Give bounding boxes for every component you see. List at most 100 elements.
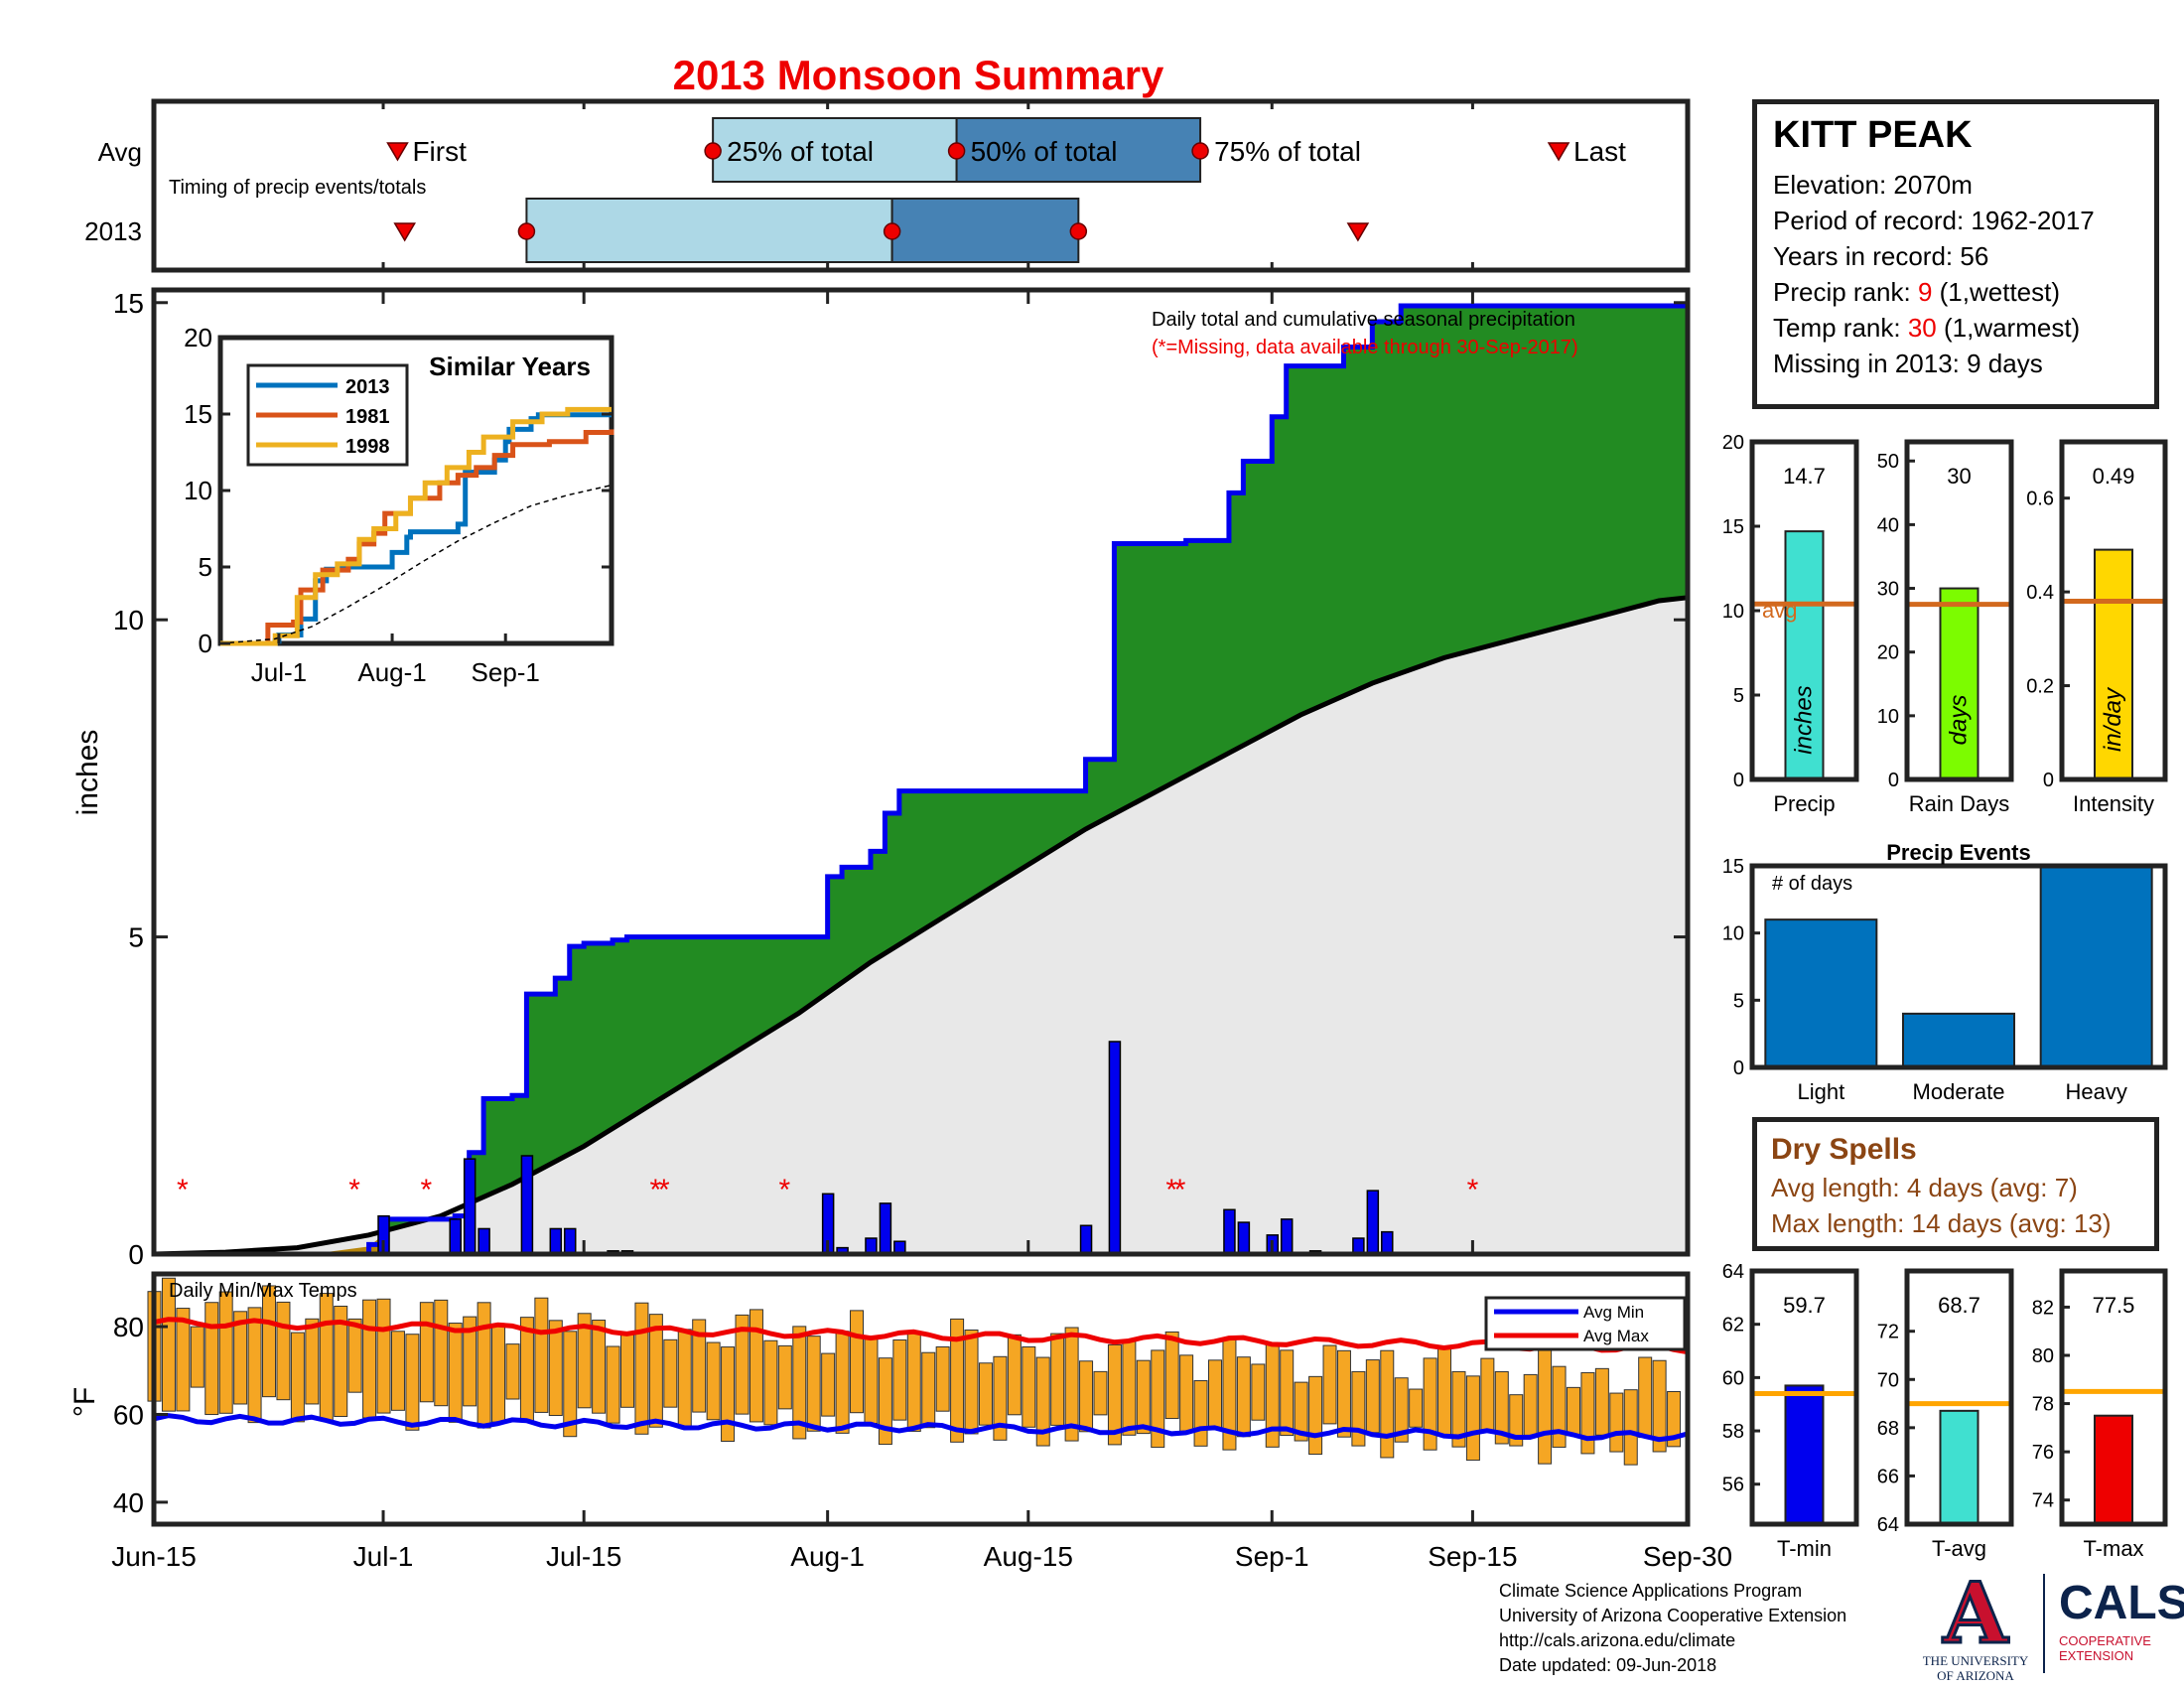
precip-rank-value: 9	[1917, 277, 1933, 307]
stat-intensity-ytick-label: 0.2	[2026, 676, 2054, 698]
precip-ytick-label: 15	[113, 288, 144, 319]
daily-temp-bar	[1580, 1371, 1595, 1455]
missing-note: (*=Missing, data available through 30-Se…	[1152, 337, 1578, 358]
events-title: Precip Events	[1886, 840, 2031, 865]
daily-temp-bar	[1523, 1373, 1538, 1436]
temp-summary-t-avg-ytick-label: 68	[1877, 1418, 1899, 1440]
temp-summary-t-avg-ytick-label: 66	[1877, 1466, 1899, 1487]
inset-ytick-label: 0	[199, 629, 212, 658]
events-annotation: # of days	[1772, 873, 1852, 895]
dry-spells-box: Dry Spells Avg length: 4 days (avg: 7) M…	[1752, 1117, 2159, 1251]
daily-temp-bar	[1280, 1349, 1295, 1437]
date-xtick-label: Sep-15	[1428, 1541, 1517, 1572]
stat-intensity-bar	[2094, 548, 2133, 780]
daily-temp-bar	[619, 1333, 634, 1408]
daily-temp-bar	[1050, 1333, 1065, 1426]
university-of-arizona-logo: A THE UNIVERSITY OF ARIZONA	[1922, 1564, 2029, 1683]
daily-precip-bar	[1237, 1221, 1251, 1255]
missing-day-marker: *	[1165, 1174, 1177, 1206]
daily-temp-bar	[405, 1334, 420, 1431]
inset-line-1998	[220, 406, 612, 646]
daily-temp-bar	[190, 1326, 205, 1388]
daily-temp-bar	[305, 1318, 320, 1405]
daily-temp-bar	[806, 1336, 821, 1432]
daily-precip-bar	[1366, 1190, 1380, 1255]
temp-rank: Temp rank: 30 (1,warmest)	[1773, 313, 2081, 343]
stat-rain-days-ytick-label: 10	[1877, 706, 1899, 728]
temp-summary-t-min-ytick-label: 64	[1722, 1261, 1744, 1283]
daily-temp-bar	[634, 1302, 649, 1435]
missing-day-marker: *	[348, 1174, 360, 1206]
inset-legend-label-2013: 2013	[345, 376, 390, 398]
temp-summary-t-min-ytick-label: 56	[1722, 1475, 1744, 1496]
daily-precip-bar	[1280, 1218, 1294, 1255]
temp-summary-t-avg-xlabel: T-avg	[1932, 1536, 1986, 1561]
avg-min-line	[153, 1413, 1689, 1443]
daily-temp-bar	[334, 1305, 348, 1418]
inset-ytick-label: 15	[184, 399, 212, 429]
daily-temp-bar	[1451, 1370, 1466, 1448]
stat-rain-days-bar	[1939, 587, 1979, 781]
daily-precip-bar	[549, 1227, 563, 1255]
date-xtick-label: Aug-1	[790, 1541, 865, 1572]
precip-ytick-label: 0	[128, 1239, 144, 1270]
temp-summary-t-min-ytick-label: 62	[1722, 1315, 1744, 1336]
daily-temp-bar	[319, 1293, 334, 1421]
daily-temp-bar	[978, 1362, 993, 1426]
missing-day-marker: *	[177, 1174, 189, 1206]
event-bar-moderate	[1902, 1012, 2015, 1068]
temp-summary-t-min-ytick-label: 60	[1722, 1367, 1744, 1389]
stat-precip-ytick-label: 15	[1722, 516, 1744, 538]
stat-precip-ytick-label: 20	[1722, 432, 1744, 454]
daily-temp-bar	[463, 1316, 478, 1407]
daily-temp-bar	[1394, 1377, 1409, 1443]
footer-line-1: Climate Science Applications Program	[1499, 1581, 1803, 1601]
date-xtick-label: Sep-1	[1235, 1541, 1309, 1572]
timing-row-avg-label: Avg	[98, 137, 142, 167]
daily-temp-bar	[505, 1343, 520, 1400]
daily-temp-bar	[1035, 1356, 1050, 1447]
daily-temp-bar	[950, 1318, 965, 1443]
daily-temp-bar	[663, 1338, 678, 1408]
event-label-light: Light	[1797, 1079, 1844, 1104]
temp-summary-t-max-ytick-label: 78	[2032, 1394, 2054, 1416]
daily-temp-bar	[262, 1285, 277, 1398]
chart-title: 2013 Monsoon Summary	[673, 52, 1164, 98]
daily-temp-bar	[1552, 1365, 1567, 1448]
event-bar-light	[1764, 918, 1878, 1069]
daily-temp-bar	[1667, 1390, 1682, 1448]
daily-temp-bar	[1308, 1375, 1323, 1456]
missing-days: Missing in 2013: 9 days	[1773, 349, 2043, 378]
station-name: KITT PEAK	[1773, 114, 1973, 156]
timing-marker-25	[704, 142, 722, 160]
stat-precip-avg-label: avg	[1762, 598, 1797, 623]
daily-temp-bar	[1380, 1349, 1395, 1459]
daily-temp-bar	[792, 1326, 807, 1440]
daily-temp-bar	[606, 1345, 620, 1424]
stat-precip-xlabel: Precip	[1773, 791, 1835, 816]
stat-rain-days-ytick-label: 40	[1877, 514, 1899, 536]
daily-temp-bar	[1365, 1359, 1380, 1434]
stat-intensity-xlabel: Intensity	[2073, 791, 2154, 816]
footer-date: Date updated: 09-Jun-2018	[1499, 1655, 1717, 1675]
stat-rain-days-value-label: 30	[1947, 464, 1971, 489]
missing-day-marker: *	[778, 1174, 790, 1206]
temp-summary-t-max-ytick-label: 82	[2032, 1297, 2054, 1319]
events-ytick-label: 10	[1722, 923, 1744, 945]
daily-temp-bar	[434, 1299, 449, 1407]
temp-summary-t-min-ytick-label: 58	[1722, 1421, 1744, 1443]
daily-temp-bar	[347, 1318, 362, 1393]
daily-temp-bar	[1208, 1359, 1223, 1431]
stat-rain-days-ytick-label: 30	[1877, 579, 1899, 601]
daily-temp-bar	[448, 1323, 463, 1423]
daily-temp-bar	[1079, 1360, 1094, 1433]
precip-ylabel: inches	[71, 730, 104, 816]
early-deficit-area	[311, 1234, 384, 1254]
stat-rain-days-unit-label: days	[1946, 695, 1973, 746]
avg-max-line	[153, 1317, 1689, 1355]
daily-temp-bar	[906, 1332, 921, 1432]
temp-ylabel: °F	[68, 1387, 101, 1417]
daily-temp-bar	[735, 1314, 750, 1415]
footer-url: http://cals.arizona.edu/climate	[1499, 1630, 1736, 1650]
